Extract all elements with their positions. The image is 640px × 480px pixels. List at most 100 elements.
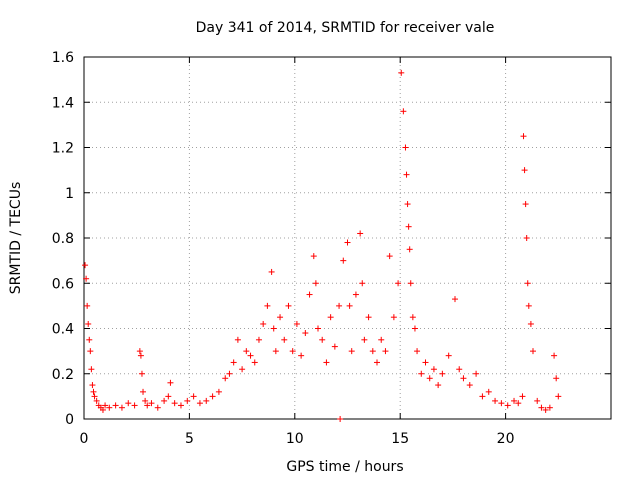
data-point bbox=[99, 406, 106, 413]
data-point bbox=[154, 404, 161, 411]
data-point bbox=[418, 370, 425, 377]
data-point bbox=[84, 302, 91, 309]
data-point bbox=[498, 400, 505, 407]
data-point bbox=[523, 235, 530, 241]
data-point bbox=[542, 406, 549, 413]
data-point bbox=[521, 167, 528, 174]
data-point bbox=[161, 397, 168, 404]
data-point bbox=[298, 352, 305, 359]
data-point bbox=[348, 348, 355, 355]
data-point bbox=[422, 359, 429, 366]
data-point bbox=[365, 314, 372, 321]
data-point bbox=[430, 366, 437, 373]
axis-layer: 0 0.2 0.4 0.6 0.8 1 1.2 1.4 1.6 0 5 10 15 20 bbox=[52, 50, 611, 447]
data-point bbox=[344, 239, 351, 246]
data-point bbox=[369, 348, 376, 355]
data-point bbox=[485, 388, 492, 395]
data-point bbox=[89, 382, 96, 389]
y-tick-label: 1.6 bbox=[52, 50, 74, 66]
data-point bbox=[466, 382, 473, 389]
data-point bbox=[230, 359, 237, 366]
data-point bbox=[102, 402, 109, 409]
data-point bbox=[171, 400, 178, 407]
data-point bbox=[203, 397, 210, 404]
data-point bbox=[551, 352, 558, 359]
y-tick-label: 1.2 bbox=[52, 141, 74, 157]
data-point bbox=[239, 366, 246, 373]
data-point bbox=[285, 302, 292, 309]
x-tick-label: 5 bbox=[185, 431, 194, 447]
data-point bbox=[251, 359, 258, 366]
data-point bbox=[435, 382, 442, 389]
data-point bbox=[378, 336, 385, 343]
x-tick-label: 0 bbox=[80, 431, 89, 447]
data-point bbox=[255, 336, 262, 343]
data-point bbox=[260, 320, 267, 327]
data-point bbox=[398, 69, 405, 76]
data-points bbox=[82, 69, 562, 422]
data-point bbox=[302, 330, 309, 337]
data-point bbox=[136, 348, 143, 355]
data-point bbox=[473, 370, 480, 377]
grid-layer bbox=[84, 57, 611, 419]
data-point bbox=[524, 280, 531, 287]
data-point bbox=[527, 320, 534, 327]
data-point bbox=[359, 280, 366, 287]
data-point bbox=[293, 320, 300, 327]
data-point bbox=[382, 348, 389, 355]
data-point bbox=[222, 375, 229, 382]
data-point bbox=[131, 402, 138, 409]
y-tick-label: 0.4 bbox=[52, 322, 74, 338]
data-point bbox=[538, 404, 545, 411]
data-point bbox=[511, 397, 518, 404]
y-tick-label: 0 bbox=[65, 412, 74, 428]
data-point bbox=[553, 375, 560, 382]
data-point bbox=[88, 366, 95, 373]
data-point bbox=[93, 397, 100, 404]
data-point bbox=[452, 296, 459, 303]
data-point bbox=[85, 320, 92, 327]
data-point bbox=[90, 388, 97, 395]
data-point bbox=[530, 348, 537, 355]
data-point bbox=[439, 370, 446, 377]
data-point bbox=[390, 314, 397, 321]
data-point bbox=[118, 404, 125, 411]
data-point bbox=[82, 262, 89, 269]
x-tick-label: 15 bbox=[391, 431, 409, 447]
data-point bbox=[395, 280, 402, 287]
data-point bbox=[331, 343, 338, 350]
data-point bbox=[414, 348, 421, 355]
data-point bbox=[137, 352, 144, 359]
data-point bbox=[83, 275, 90, 282]
data-point bbox=[386, 253, 393, 260]
data-point bbox=[352, 291, 359, 298]
data-point bbox=[319, 336, 326, 343]
data-point bbox=[406, 246, 413, 253]
data-point bbox=[272, 348, 279, 355]
data-point bbox=[314, 325, 321, 332]
data-point bbox=[522, 201, 529, 208]
x-axis-label: GPS time / hours bbox=[286, 459, 403, 475]
data-point bbox=[247, 352, 254, 359]
data-point bbox=[492, 397, 499, 404]
data-point bbox=[264, 302, 271, 309]
data-point bbox=[340, 257, 347, 264]
y-tick-label: 0.8 bbox=[52, 231, 74, 247]
data-point bbox=[361, 336, 368, 343]
data-point bbox=[404, 201, 411, 208]
data-point bbox=[403, 171, 410, 178]
chart-title: Day 341 of 2014, SRMTID for receiver val… bbox=[196, 20, 495, 36]
data-point bbox=[534, 397, 541, 404]
data-point bbox=[374, 359, 381, 366]
data-point bbox=[515, 400, 522, 407]
data-point bbox=[196, 400, 203, 407]
data-point bbox=[281, 336, 288, 343]
data-point bbox=[310, 253, 317, 260]
data-point bbox=[243, 348, 250, 355]
data-point bbox=[346, 302, 353, 309]
data-point bbox=[479, 393, 486, 400]
data-point bbox=[456, 366, 463, 373]
data-point bbox=[504, 402, 511, 409]
data-point bbox=[306, 291, 313, 298]
data-point bbox=[125, 400, 132, 407]
